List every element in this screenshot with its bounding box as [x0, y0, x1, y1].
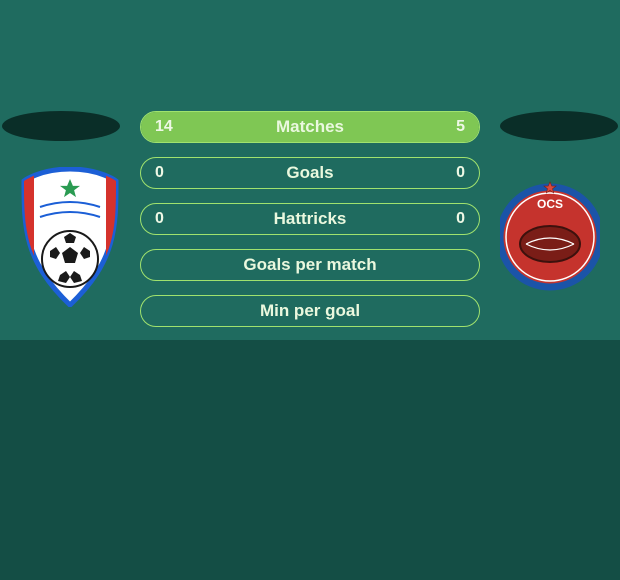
bar-label: Min per goal — [141, 296, 479, 326]
team-crest-left — [20, 167, 120, 307]
bar-label: Hattricks — [141, 204, 479, 234]
comparison-card: Amhih vs Kordani Club competitions, Seas… — [0, 0, 620, 580]
shadow-left — [2, 111, 120, 141]
stat-bars: Matches145Goals00Hattricks00Goals per ma… — [140, 111, 480, 341]
bar-label: Matches — [141, 112, 479, 142]
bar-value-right: 0 — [456, 158, 465, 188]
body-area: OCS Matches145Goals00Hattricks00Goals pe… — [0, 111, 620, 371]
stat-row: Goals per match — [140, 249, 480, 281]
bar-value-left: 0 — [155, 158, 164, 188]
shadow-right — [500, 111, 618, 141]
bar-value-left: 14 — [155, 112, 173, 142]
bg-bottom — [0, 340, 620, 580]
bar-label: Goals — [141, 158, 479, 188]
stat-row: Hattricks0 0 — [140, 203, 480, 235]
shield-icon — [20, 167, 120, 307]
bar-label: Goals per match — [141, 250, 479, 280]
bar-value-left: 0 — [155, 204, 164, 234]
stat-row: Matches14 5 — [140, 111, 480, 143]
stat-row: Min per goal — [140, 295, 480, 327]
svg-text:OCS: OCS — [537, 197, 563, 211]
stat-row: Goals0 0 — [140, 157, 480, 189]
team-crest-right: OCS — [500, 167, 600, 307]
bar-value-right: 5 — [456, 112, 465, 142]
badge-icon: OCS — [500, 167, 600, 307]
bar-value-right: 0 — [456, 204, 465, 234]
